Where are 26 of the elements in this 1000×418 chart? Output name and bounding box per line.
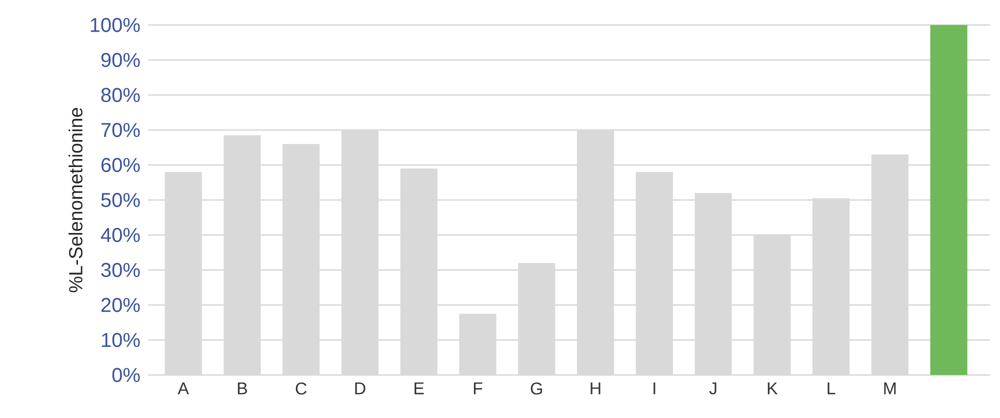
x-tick-label: A — [178, 382, 189, 394]
x-tick-label: I — [654, 382, 656, 394]
x-tick-label: J — [709, 382, 716, 394]
x-tick-label: M — [884, 382, 896, 394]
y-tick-label: 0% — [112, 368, 140, 382]
x-tick-label: C — [296, 382, 307, 395]
y-tick-label: 100% — [90, 18, 140, 32]
bar — [930, 24, 968, 375]
x-tick-label: G — [530, 382, 542, 395]
x-tick-label: E — [414, 382, 424, 394]
x-tick-label: B — [238, 382, 247, 394]
x-tick-label: L — [828, 382, 836, 394]
y-tick-label: 70% — [101, 122, 140, 138]
y-tick-label: 80% — [101, 88, 140, 102]
y-tick-label: 60% — [101, 158, 140, 172]
y-tick-label: 40% — [100, 228, 140, 242]
y-axis-title: %L-Selenomethionine — [68, 108, 82, 292]
x-tick-label: D — [355, 382, 366, 394]
y-tick-label: 90% — [101, 52, 140, 68]
y-tick-label: 30% — [101, 262, 140, 278]
y-tick-label: 20% — [101, 298, 140, 312]
x-tick-label: K — [768, 382, 778, 394]
x-tick-label: H — [590, 382, 600, 394]
x-tick-label: F — [474, 382, 482, 394]
y-tick-label: 50% — [101, 192, 140, 208]
y-tick-label: 10% — [102, 332, 140, 348]
